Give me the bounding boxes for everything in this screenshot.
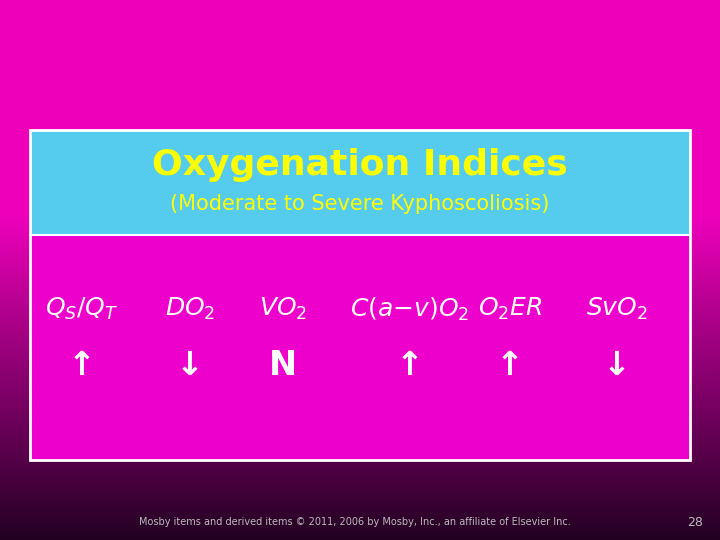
Bar [30, 235, 690, 460]
Text: (Moderate to Severe Kyphoscoliosis): (Moderate to Severe Kyphoscoliosis) [171, 194, 549, 214]
Text: N: N [269, 349, 297, 382]
Text: $O_2ER$: $O_2ER$ [478, 296, 542, 322]
Text: $C(a{-}v)O_2$: $C(a{-}v)O_2$ [351, 296, 469, 323]
Text: Oxygenation Indices: Oxygenation Indices [152, 147, 568, 181]
Text: $SvO_2$: $SvO_2$ [586, 296, 648, 322]
Text: Mosby items and derived items © 2011, 2006 by Mosby, Inc., an affiliate of Elsev: Mosby items and derived items © 2011, 20… [139, 517, 571, 527]
Text: ↑: ↑ [396, 349, 424, 382]
Text: $Q_S/Q_T$: $Q_S/Q_T$ [45, 296, 119, 322]
Text: ↓: ↓ [176, 349, 204, 382]
Text: ↑: ↑ [68, 349, 96, 382]
Text: 28: 28 [687, 516, 703, 529]
Text: $DO_2$: $DO_2$ [165, 296, 215, 322]
Text: $VO_2$: $VO_2$ [259, 296, 307, 322]
Bar [30, 130, 690, 235]
Bar [30, 130, 690, 460]
Text: ↑: ↑ [496, 349, 524, 382]
Text: ↓: ↓ [603, 349, 631, 382]
